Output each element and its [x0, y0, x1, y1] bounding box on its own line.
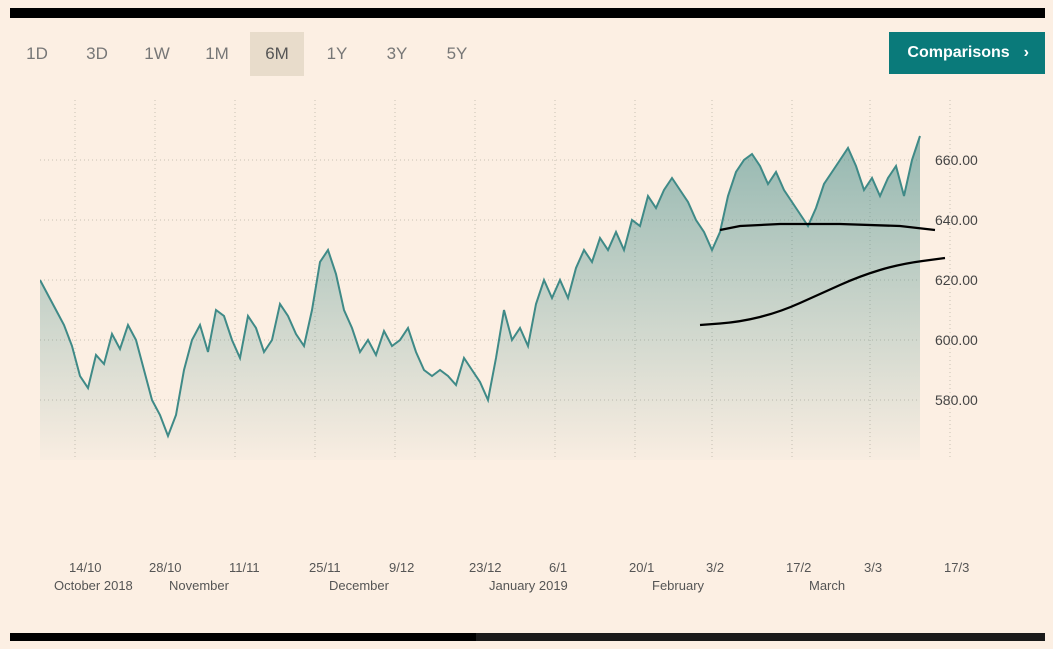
bottom-scrollbar[interactable] [10, 633, 1045, 641]
range-tab-1d[interactable]: 1D [10, 32, 64, 76]
range-tab-1m[interactable]: 1M [190, 32, 244, 76]
x-month-label: February [652, 578, 704, 593]
range-tab-5y[interactable]: 5Y [430, 32, 484, 76]
range-tab-3d[interactable]: 3D [70, 32, 124, 76]
comparisons-label: Comparisons [907, 44, 1009, 62]
scrollbar-track [476, 633, 1045, 641]
range-tab-6m[interactable]: 6M [250, 32, 304, 76]
range-tab-1y[interactable]: 1Y [310, 32, 364, 76]
chevron-right-icon: › [1024, 44, 1029, 62]
x-month-label: November [169, 578, 229, 593]
range-tab-3y[interactable]: 3Y [370, 32, 424, 76]
page: 1D3D1W1M6M1Y3Y5Y Comparisons › 580.00600… [0, 0, 1053, 649]
top-bar [10, 8, 1045, 18]
x-month-label: December [329, 578, 389, 593]
scrollbar-thumb[interactable] [10, 633, 476, 641]
price-chart[interactable] [40, 100, 980, 570]
x-month-label: March [809, 578, 845, 593]
comparisons-button[interactable]: Comparisons › [889, 32, 1045, 74]
x-month-label: October 2018 [54, 578, 133, 593]
x-month-label: January 2019 [489, 578, 568, 593]
chart-svg [40, 100, 980, 570]
time-range-bar: 1D3D1W1M6M1Y3Y5Y Comparisons › [10, 32, 1045, 76]
range-tab-1w[interactable]: 1W [130, 32, 184, 76]
